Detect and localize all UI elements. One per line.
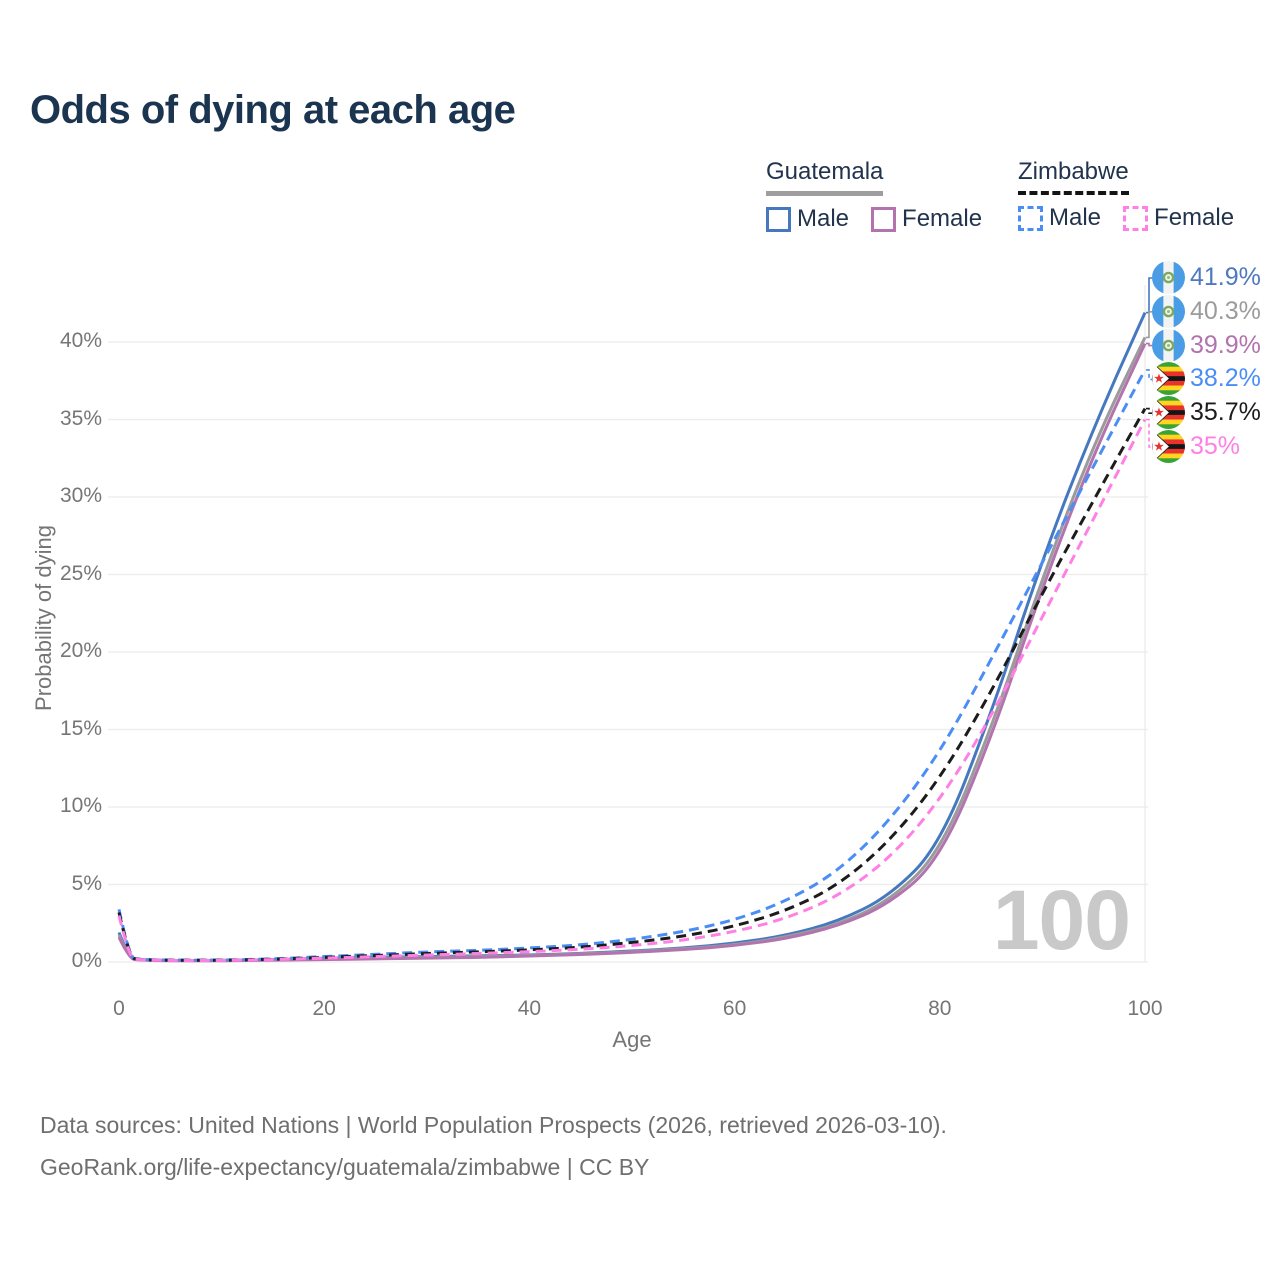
legend-group-zimbabwe: Zimbabwe Male Female	[1018, 158, 1234, 232]
legend-items-guatemala: Male Female	[766, 205, 982, 233]
legend-country-guatemala[interactable]: Guatemala	[766, 158, 884, 196]
end-label-row-guatemala-male[interactable]: 41.9%	[1152, 261, 1261, 294]
legend-item-guatemala-female[interactable]: Female	[871, 205, 982, 233]
x-tick-label: 40	[517, 997, 542, 1020]
page-title: Odds of dying at each age	[30, 88, 516, 132]
guatemala-flag-icon	[1152, 261, 1185, 294]
zimbabwe-female-swatch	[1123, 205, 1149, 231]
line-guatemala-male[interactable]	[117, 311, 1147, 963]
legend-group-guatemala: Guatemala Male Female	[766, 158, 982, 233]
legend-items-zimbabwe: Male Female	[1018, 204, 1234, 232]
y-tick-label: 10%	[59, 794, 102, 817]
y-tick-label: 0%	[71, 949, 102, 972]
x-tick-label: 100	[1127, 997, 1163, 1020]
x-tick-label: 60	[722, 997, 747, 1020]
legend-item-zimbabwe-female[interactable]: Female	[1123, 204, 1234, 232]
guatemala-flag-icon	[1152, 328, 1185, 362]
legend-label-male: Male	[1049, 204, 1102, 231]
legend-label-male: Male	[797, 205, 850, 232]
end-label-value: 41.9%	[1190, 263, 1261, 291]
y-axis-title: Probability of dying	[31, 525, 56, 711]
end-label-value: 39.9%	[1190, 330, 1261, 359]
footer-sources: Data sources: United Nations | World Pop…	[40, 1112, 947, 1138]
y-tick-label: 40%	[59, 329, 102, 352]
y-tick-label: 5%	[71, 871, 102, 895]
end-label-row-zimbabwe-male[interactable]: 38.2%	[1152, 362, 1261, 396]
zimbabwe-male-swatch	[1018, 205, 1043, 231]
end-label-row-zimbabwe-both-sexes[interactable]: 35.7%	[1152, 396, 1261, 430]
x-tick-label: 80	[928, 997, 952, 1020]
leader-line	[1146, 369, 1152, 381]
end-label-row-guatemala-female[interactable]: 39.9%	[1152, 328, 1261, 362]
end-label-value: 35%	[1190, 432, 1241, 460]
line-zimbabwe-both-sexes[interactable]	[117, 407, 1147, 962]
end-label-row-zimbabwe-female[interactable]: 35%	[1152, 430, 1240, 463]
y-tick-label: 25%	[59, 561, 102, 585]
guatemala-female-swatch	[871, 206, 897, 232]
end-label-value: 38.2%	[1190, 364, 1261, 393]
x-tick-label: 20	[312, 997, 336, 1020]
zimbabwe-flag-icon	[1152, 362, 1185, 396]
guatemala-male-swatch	[766, 206, 791, 232]
x-tick-label: 0	[113, 997, 125, 1020]
legend-country-zimbabwe[interactable]: Zimbabwe	[1018, 158, 1129, 195]
y-tick-label: 35%	[59, 406, 102, 430]
footer: Data sources: United Nations | World Pop…	[40, 1104, 947, 1188]
legend-item-guatemala-male[interactable]: Male	[766, 205, 849, 233]
leader-line	[1146, 277, 1152, 314]
legend-label-female: Female	[902, 205, 983, 232]
end-label-row-guatemala-both-sexes[interactable]: 40.3%	[1152, 294, 1261, 328]
zimbabwe-flag-icon	[1152, 396, 1185, 430]
line-zimbabwe-female[interactable]	[117, 418, 1147, 963]
y-tick-label: 30%	[59, 484, 102, 507]
x-axis-title: Age	[612, 1027, 652, 1052]
legend-label-female: Female	[1154, 204, 1235, 231]
leader-line	[1146, 311, 1152, 339]
y-tick-label: 20%	[59, 639, 102, 662]
leader-line	[1146, 407, 1152, 414]
line-zimbabwe-male[interactable]	[117, 369, 1147, 962]
leader-line	[1146, 418, 1152, 448]
age-frame-watermark: 100	[992, 873, 1131, 967]
legend-item-zimbabwe-male[interactable]: Male	[1018, 204, 1101, 232]
end-label-value: 40.3%	[1190, 296, 1261, 325]
y-tick-label: 15%	[59, 716, 102, 740]
line-guatemala-both-sexes[interactable]	[117, 336, 1147, 963]
guatemala-flag-icon	[1152, 294, 1185, 328]
zimbabwe-flag-icon	[1152, 430, 1185, 463]
end-label-value: 35.7%	[1190, 398, 1261, 427]
leader-line	[1146, 342, 1152, 347]
footer-link: GeoRank.org/life-expectancy/guatemala/zi…	[40, 1154, 650, 1180]
